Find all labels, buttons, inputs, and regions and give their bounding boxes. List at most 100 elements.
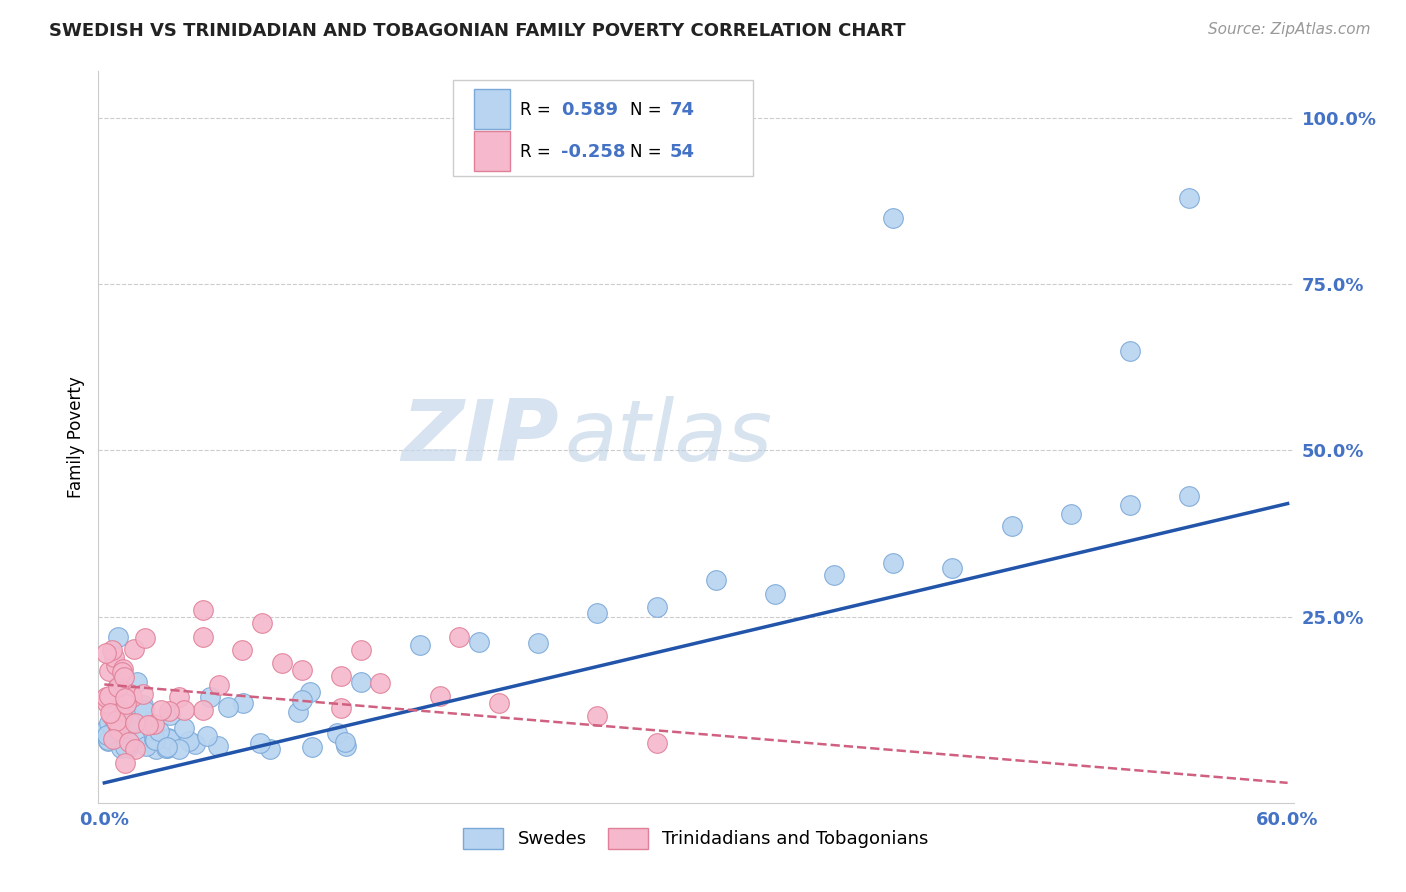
Point — [184, 737, 207, 751]
Point — [105, 658, 128, 673]
Point — [200, 690, 222, 704]
Point — [449, 630, 471, 644]
Text: N =: N = — [630, 143, 662, 161]
Point — [96, 690, 118, 705]
Point — [350, 643, 373, 657]
Point — [173, 721, 195, 735]
Point — [141, 723, 163, 737]
Point — [122, 641, 145, 656]
Point — [645, 736, 668, 750]
Point — [134, 703, 156, 717]
Point — [112, 670, 135, 684]
Point — [111, 709, 134, 723]
Point — [114, 756, 136, 770]
Point — [882, 211, 904, 225]
Point — [169, 741, 191, 756]
Text: 74: 74 — [669, 101, 695, 119]
Point — [1178, 191, 1201, 205]
Point — [527, 636, 550, 650]
Text: SWEDISH VS TRINIDADIAN AND TOBAGONIAN FAMILY POVERTY CORRELATION CHART: SWEDISH VS TRINIDADIAN AND TOBAGONIAN FA… — [49, 22, 905, 40]
Point — [259, 742, 281, 756]
Point — [191, 603, 214, 617]
Point — [100, 705, 122, 719]
Point — [488, 696, 510, 710]
Point — [1060, 507, 1083, 521]
Point — [101, 709, 124, 723]
Text: atlas: atlas — [565, 395, 772, 479]
Point — [1178, 489, 1201, 503]
Point — [114, 697, 136, 711]
Point — [103, 724, 125, 739]
Point — [118, 735, 141, 749]
Point — [96, 696, 118, 710]
Point — [823, 568, 845, 582]
Point — [105, 717, 128, 731]
Text: 0.589: 0.589 — [561, 101, 617, 119]
Point — [179, 734, 201, 748]
Point — [104, 703, 127, 717]
Point — [97, 690, 120, 704]
Point — [208, 678, 231, 692]
Point — [335, 735, 357, 749]
Point — [1000, 519, 1022, 533]
Point — [326, 725, 349, 739]
Point — [330, 701, 353, 715]
Point — [98, 664, 121, 678]
Point — [156, 741, 179, 756]
Point — [107, 679, 129, 693]
Point — [1119, 343, 1142, 358]
Point — [231, 643, 253, 657]
Point — [143, 717, 166, 731]
Point — [249, 736, 271, 750]
Point — [98, 706, 121, 721]
Point — [111, 665, 134, 679]
Point — [217, 699, 239, 714]
Point — [191, 703, 214, 717]
Point — [107, 680, 129, 694]
Point — [136, 718, 159, 732]
Point — [159, 707, 181, 722]
Text: -0.258: -0.258 — [561, 143, 626, 161]
Point — [350, 674, 373, 689]
Point — [207, 739, 229, 754]
Point — [114, 690, 136, 705]
Point — [157, 732, 180, 747]
Point — [132, 687, 155, 701]
Point — [155, 740, 177, 755]
Point — [232, 696, 254, 710]
Point — [191, 630, 214, 644]
Point — [290, 663, 312, 677]
Text: 54: 54 — [669, 143, 695, 161]
Point — [101, 732, 124, 747]
Point — [941, 561, 963, 575]
Text: ZIP: ZIP — [401, 395, 558, 479]
Point — [468, 635, 491, 649]
Point — [103, 650, 125, 665]
Point — [104, 714, 127, 728]
Point — [94, 722, 117, 736]
Point — [132, 698, 155, 712]
Point — [335, 739, 357, 753]
Point — [882, 556, 904, 570]
Point — [110, 740, 132, 755]
Point — [97, 734, 120, 748]
Point — [704, 573, 727, 587]
Point — [195, 729, 218, 743]
Point — [763, 587, 786, 601]
Point — [149, 703, 172, 717]
Point — [125, 731, 148, 745]
Point — [118, 737, 141, 751]
Point — [114, 739, 136, 754]
Point — [94, 646, 117, 660]
Point — [124, 742, 146, 756]
Point — [143, 732, 166, 747]
Point — [645, 600, 668, 615]
Point — [117, 710, 139, 724]
Point — [120, 715, 142, 730]
Point — [287, 705, 309, 719]
Point — [586, 709, 609, 723]
Point — [105, 730, 128, 744]
Point — [124, 715, 146, 730]
Point — [121, 690, 143, 705]
Point — [125, 674, 148, 689]
